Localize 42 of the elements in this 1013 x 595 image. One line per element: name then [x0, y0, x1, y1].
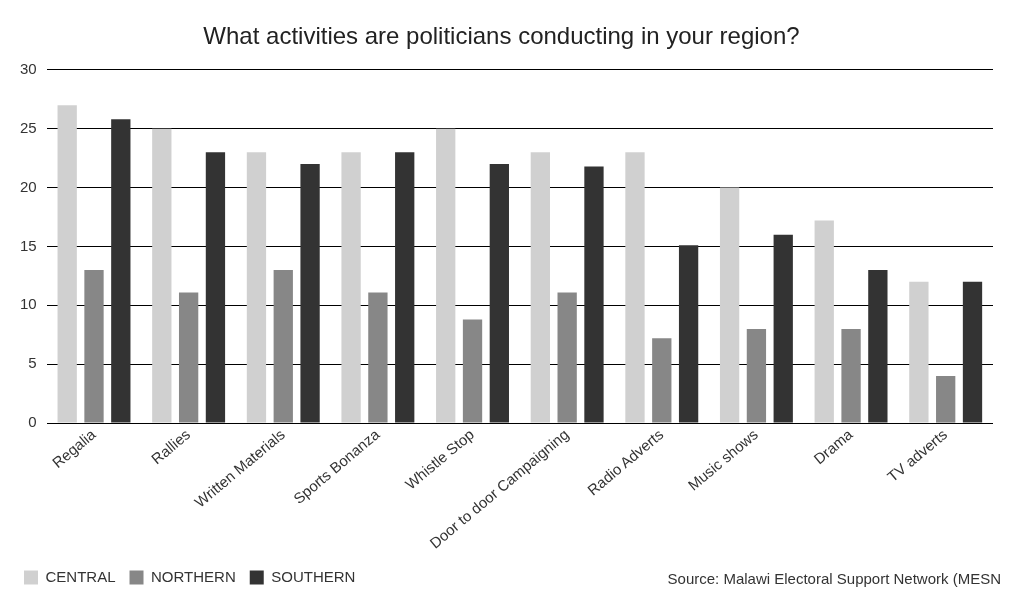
- bar: [530, 152, 550, 423]
- bar: [746, 328, 767, 423]
- bar: [909, 281, 929, 423]
- bar: [341, 152, 361, 423]
- bar: [719, 187, 740, 423]
- y-tick-label: 30: [20, 59, 37, 77]
- y-tick-label: 5: [28, 354, 37, 372]
- bar: [962, 281, 983, 423]
- bar: [436, 128, 456, 423]
- bar: [462, 319, 483, 423]
- y-tick-label: 0: [28, 413, 37, 431]
- bar: [273, 270, 293, 423]
- bar: [678, 245, 699, 423]
- bar: [814, 220, 834, 423]
- bar: [557, 292, 577, 423]
- y-tick-label: 20: [20, 177, 37, 195]
- bar: [489, 164, 509, 423]
- bar: [84, 270, 104, 423]
- bar: [868, 270, 888, 423]
- bar: [936, 376, 956, 423]
- legend-label: NORTHERN: [151, 567, 236, 585]
- bar: [300, 164, 320, 423]
- y-tick-label: 15: [20, 236, 37, 254]
- bar: [152, 128, 172, 423]
- bar: [111, 119, 131, 423]
- source-note: Source: Malawi Electoral Support Network (MESN: [667, 570, 1001, 587]
- y-tick-label: 10: [20, 295, 37, 313]
- legend-label: SOUTHERN: [271, 567, 356, 585]
- bar: [841, 328, 861, 423]
- bar: [246, 152, 267, 423]
- bar: [773, 234, 793, 423]
- y-tick-label: 25: [20, 118, 37, 136]
- bar: [205, 152, 226, 423]
- bar: [395, 152, 415, 423]
- bar: [57, 105, 77, 423]
- bar: [584, 166, 604, 423]
- bar: [368, 292, 388, 423]
- bar: [178, 292, 199, 423]
- bar: [625, 152, 645, 423]
- chart-title: What activities are politicians conducting in your region?: [203, 22, 800, 50]
- bar: [652, 338, 672, 423]
- legend-label: CENTRAL: [45, 567, 116, 585]
